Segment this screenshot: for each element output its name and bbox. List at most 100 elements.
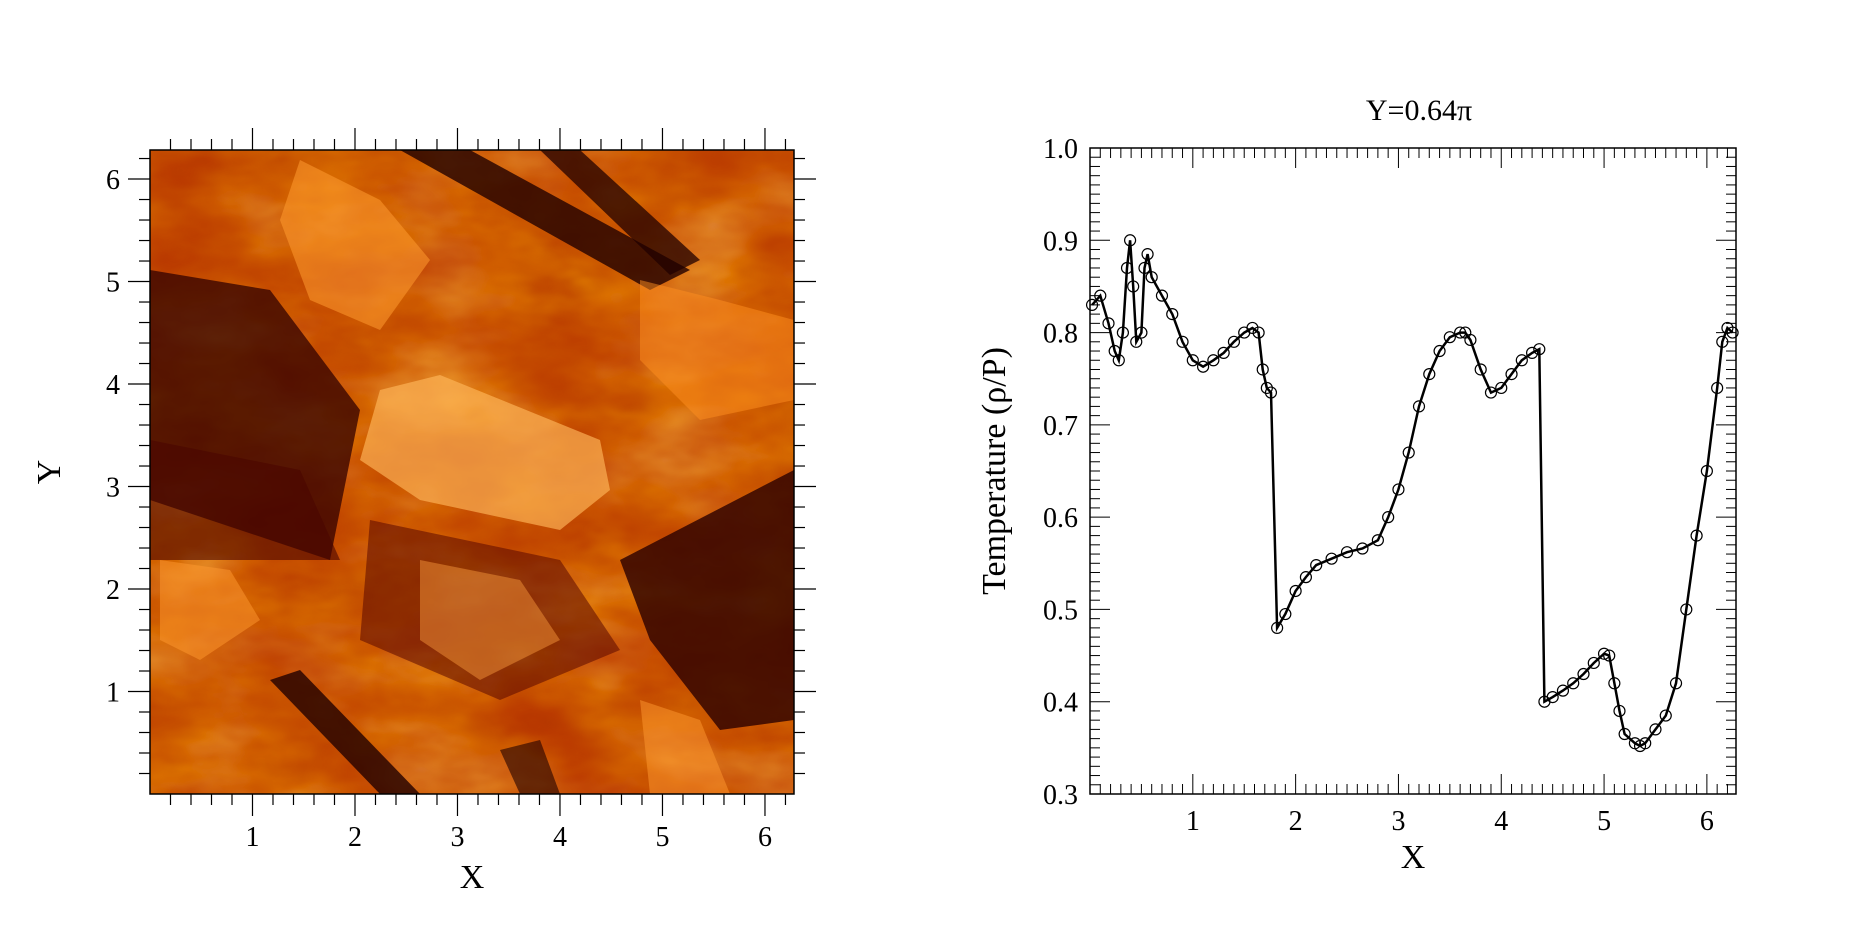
data-point <box>1402 446 1415 459</box>
data-point <box>1271 621 1284 634</box>
y-tick-label: 0.3 <box>1043 780 1078 811</box>
y-tick-label: 0.7 <box>1043 411 1078 442</box>
data-point <box>1123 234 1137 247</box>
heatmap-dark-band <box>360 520 620 700</box>
data-point <box>1613 704 1626 718</box>
data-point <box>1112 354 1125 367</box>
data-point <box>1608 677 1621 690</box>
heatmap-y-axis-title: Y <box>31 460 68 485</box>
data-point <box>1325 552 1338 565</box>
line-plot-x-tick-labels: 1 2 3 4 5 6 <box>1186 806 1714 837</box>
data-point <box>1495 381 1508 395</box>
data-point <box>1116 326 1130 339</box>
x-tick-label: 5 <box>655 822 669 853</box>
data-point <box>1618 727 1631 741</box>
heatmap-dark-band <box>150 440 340 560</box>
data-point <box>1443 331 1456 344</box>
data-point <box>1726 326 1739 339</box>
data-point <box>1176 335 1189 348</box>
data-point <box>1207 354 1220 367</box>
line-y-axis-title: Temperature (ρ/P) <box>976 347 1013 595</box>
y-tick-label: 5 <box>106 268 120 299</box>
data-point <box>1525 346 1539 359</box>
heatmap-bright-region <box>160 560 260 660</box>
data-point <box>1289 584 1302 598</box>
x-tick-label: 2 <box>1289 806 1303 837</box>
data-point <box>1356 542 1369 555</box>
y-tick-label: 3 <box>106 473 120 504</box>
data-point <box>1433 344 1446 358</box>
x-tick-label: 1 <box>1186 806 1200 837</box>
data-point <box>1474 363 1487 376</box>
heatmap-bright-region <box>420 560 560 680</box>
heatmap-dark-band <box>620 470 794 730</box>
y-tick-label: 6 <box>106 165 120 196</box>
data-point <box>1577 667 1590 681</box>
data-point <box>1141 248 1154 261</box>
data-point <box>1310 559 1323 572</box>
data-point <box>1659 709 1672 722</box>
data-point <box>1264 386 1278 399</box>
data-point <box>1484 386 1498 399</box>
data-point <box>1260 381 1273 395</box>
data-point <box>1464 333 1477 347</box>
heatmap-bright-region <box>640 700 730 794</box>
data-point <box>1130 335 1143 348</box>
line-plot-title: Y=0.64π <box>1366 94 1472 127</box>
heatmap-bright-region <box>640 280 794 420</box>
heatmap-x-tick-labels: 1 2 3 4 5 6 <box>245 822 771 853</box>
data-point <box>1252 326 1265 339</box>
heatmap-x-axis-title: X <box>460 859 485 896</box>
data-point <box>1505 368 1518 381</box>
data-point <box>1603 649 1616 662</box>
data-point <box>1138 261 1151 275</box>
data-point <box>1567 677 1580 690</box>
data-point <box>1155 289 1169 302</box>
heatmap-bright-region <box>280 160 430 330</box>
data-point <box>1680 603 1693 616</box>
data-point <box>1135 326 1148 339</box>
y-tick-label: 0.4 <box>1043 688 1078 719</box>
data-point <box>1711 381 1724 395</box>
data-point <box>1340 546 1354 559</box>
y-tick-label: 4 <box>106 370 120 401</box>
data-point <box>1716 335 1729 348</box>
line-plot-frame <box>1089 147 1737 795</box>
data-point <box>1597 647 1611 660</box>
data-point <box>1587 656 1600 670</box>
heatmap-y-tick-labels: 1 2 3 4 5 6 <box>106 165 120 708</box>
data-point <box>1515 354 1528 367</box>
x-tick-label: 3 <box>450 822 464 853</box>
data-point <box>1094 289 1107 302</box>
x-tick-label: 4 <box>1494 806 1508 837</box>
y-tick-label: 0.8 <box>1043 319 1078 350</box>
heatmap-frame <box>149 149 795 795</box>
line-x-axis-title: X <box>1401 839 1426 876</box>
y-tick-label: 1.0 <box>1043 134 1078 165</box>
heatmap-image <box>150 150 794 794</box>
data-point <box>1217 346 1230 359</box>
data-point <box>1690 529 1703 542</box>
heatmap-dark-band <box>540 150 700 275</box>
heatmap-panel: 1 2 3 4 5 6 1 2 3 4 5 6 X Y <box>31 128 816 896</box>
heatmap-dark-band <box>270 670 420 794</box>
data-point <box>1246 321 1259 335</box>
data-point <box>1145 271 1158 284</box>
data-point <box>1639 737 1652 750</box>
data-point <box>1382 511 1395 524</box>
x-tick-label: 4 <box>553 822 567 853</box>
x-tick-label: 1 <box>245 822 259 853</box>
heatmap-dark-band <box>500 740 560 794</box>
data-point <box>1371 534 1384 547</box>
temperature-series-line <box>1091 240 1734 748</box>
heatmap-bright-region <box>360 375 610 530</box>
data-point <box>1649 723 1662 736</box>
data-point <box>1423 368 1436 381</box>
x-tick-label: 2 <box>348 822 362 853</box>
data-point <box>1196 360 1210 373</box>
data-point <box>1102 317 1115 330</box>
data-point <box>1556 684 1570 697</box>
data-point <box>1186 354 1199 367</box>
